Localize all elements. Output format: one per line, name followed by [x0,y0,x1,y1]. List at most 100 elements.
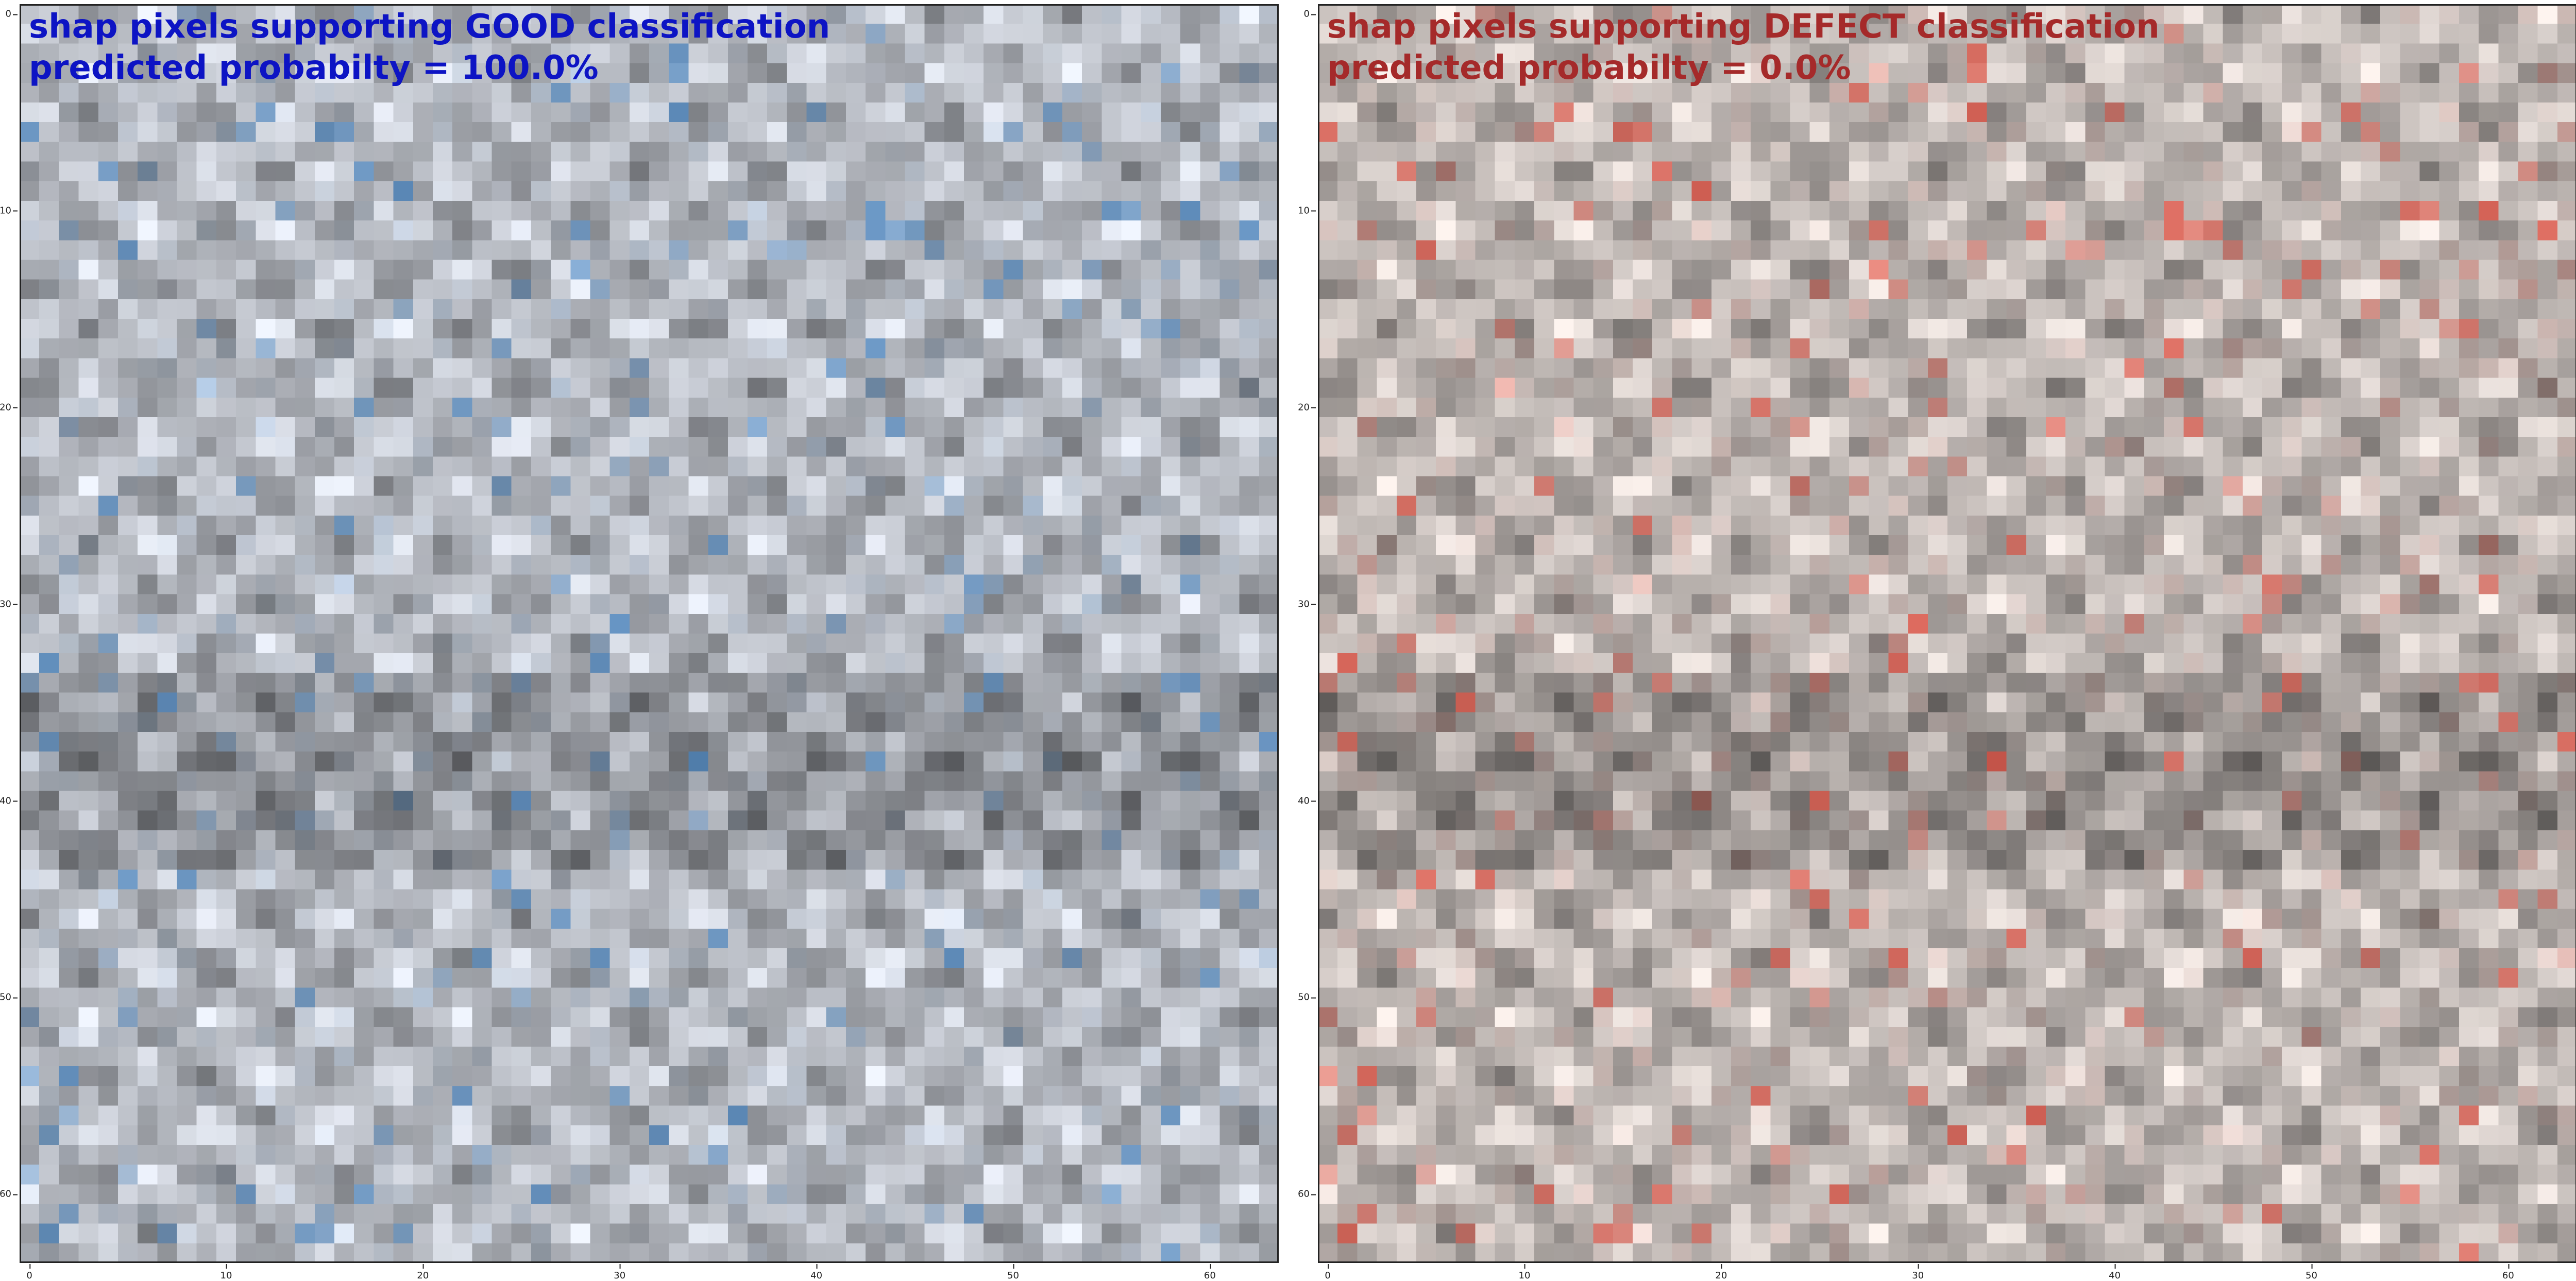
shap-pixel [885,653,906,674]
shap-pixel [256,260,276,280]
shap-pixel [236,968,257,988]
shap-pixel [944,987,964,1008]
shap-pixel [216,791,236,811]
shap-pixel [1101,1086,1122,1106]
shap-pixel [98,515,118,536]
shap-pixel [2498,63,2519,83]
shap-pixel [138,1165,158,1185]
shap-pixel [1927,43,1948,64]
shap-pixel [964,358,984,379]
shap-pixel [1869,240,1889,261]
shap-pixel [374,397,394,418]
shap-pixel [1337,181,1358,201]
shap-pixel [551,574,571,595]
shap-pixel [984,358,1004,379]
shap-pixel [551,1204,571,1224]
shap-pixel [354,358,375,379]
shap-pixel [1633,102,1653,123]
shap-pixel [866,850,886,870]
shap-pixel [747,1086,768,1106]
shap-pixel [236,397,257,418]
shap-pixel [787,692,807,713]
shap-pixel [59,102,79,123]
shap-pixel [944,260,964,280]
shap-pixel [275,240,296,261]
shap-pixel [570,1086,591,1106]
shap-pixel [531,122,551,143]
shap-pixel [256,299,276,319]
shap-pixel [767,731,788,752]
shap-pixel [216,555,236,575]
shap-pixel [866,24,886,44]
shap-pixel [1947,4,1968,24]
shap-pixel [1101,260,1122,280]
shap-pixel [708,810,728,831]
shap-pixel [2321,260,2342,280]
shap-pixel [1613,260,1633,280]
shap-pixel [511,102,532,123]
shap-pixel [590,1046,611,1067]
shap-pixel [177,122,197,143]
shap-pixel [472,397,493,418]
shap-pixel [984,987,1004,1008]
shap-pixel [1023,1066,1043,1087]
shap-pixel [2380,24,2401,44]
shap-pixel [432,850,453,870]
shap-pixel [905,1086,925,1106]
shap-pixel [117,417,138,437]
shap-pixel [1160,909,1181,929]
shap-pixel [1042,968,1063,988]
shap-pixel [747,102,768,123]
shap-pixel [1869,43,1889,64]
shap-pixel [354,122,375,143]
shap-pixel [1416,43,1436,64]
shap-pixel [1200,82,1221,103]
shap-pixel [216,319,236,339]
shap-pixel [1219,496,1240,516]
shap-pixel [845,1027,866,1047]
shap-pixel [688,1204,709,1224]
shap-pixel [2124,200,2145,221]
shap-pixel [964,43,984,64]
shap-pixel [1672,82,1692,103]
shap-pixel [98,378,118,398]
shap-pixel [157,594,178,614]
shap-pixel [531,43,551,64]
shap-pixel [59,731,79,752]
shap-pixel [708,122,728,143]
shap-pixel [1160,240,1181,261]
shap-pixel [2262,43,2282,64]
shap-pixel [78,378,99,398]
shap-pixel [1534,260,1555,280]
shap-pixel [1259,102,1279,123]
shap-pixel [511,1007,532,1028]
shap-pixel [1377,63,1397,83]
shap-pixel [1239,1223,1260,1244]
shap-pixel [1101,909,1122,929]
shap-pixel [1101,1223,1122,1244]
shap-pixel [708,4,728,24]
shap-pixel [117,634,138,654]
shap-pixel [590,574,611,595]
shap-pixel [944,437,964,457]
shap-pixel [59,1066,79,1087]
shap-pixel [2203,240,2224,261]
shap-pixel [747,220,768,241]
shap-pixel [826,771,846,792]
shap-pixel [1849,200,1870,221]
shap-pixel [551,240,571,261]
shap-pixel [177,102,197,123]
shap-pixel [944,161,964,182]
shap-pixel [629,456,650,477]
shap-pixel [78,240,99,261]
shap-pixel [727,810,748,831]
shap-pixel [2065,260,2086,280]
shap-pixel [924,24,945,44]
shap-pixel [531,378,551,398]
shap-pixel [1042,63,1063,83]
shap-pixel [1888,4,1909,24]
shap-pixel [2518,181,2538,201]
shap-pixel [39,928,60,949]
shap-pixel [1180,653,1201,674]
shap-pixel [1849,260,1870,280]
